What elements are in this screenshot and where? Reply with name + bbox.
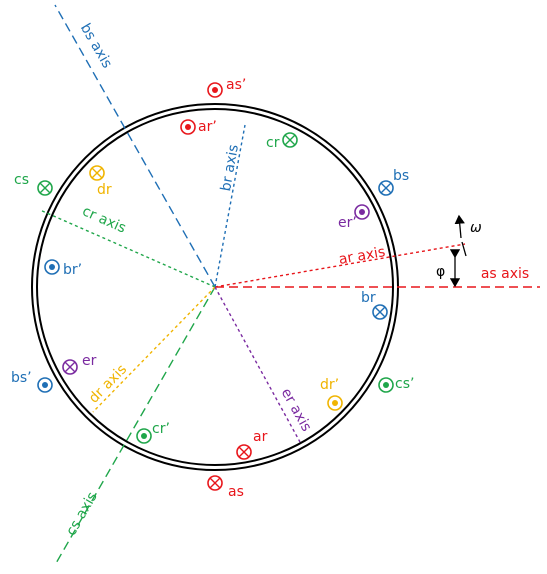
omega-label: ω bbox=[470, 220, 482, 236]
conductor: cs bbox=[14, 172, 53, 196]
conductor-label: as bbox=[228, 484, 244, 500]
conductor-label: as’ bbox=[226, 77, 246, 93]
conductor-cross bbox=[238, 446, 250, 458]
conductor: as bbox=[207, 475, 244, 500]
conductor-label: br’ bbox=[63, 262, 82, 278]
conductor-label: bs bbox=[393, 168, 409, 184]
cs-axis-line bbox=[54, 286, 216, 566]
conductor-label: dr bbox=[97, 182, 112, 198]
rotor-tick bbox=[461, 241, 467, 257]
axis-label: as axis bbox=[481, 266, 529, 282]
axis-label: cs axis bbox=[63, 489, 101, 538]
axis-label: bs axis bbox=[77, 21, 115, 71]
conductor-label: er bbox=[82, 353, 97, 369]
omega-arrow bbox=[454, 214, 465, 239]
conductor: er bbox=[62, 353, 97, 375]
conductor-dot bbox=[359, 209, 365, 215]
conductor-cross bbox=[39, 182, 51, 194]
conductor-label: ar bbox=[253, 429, 268, 445]
conductor-dot bbox=[332, 400, 338, 406]
conductor: bs’ bbox=[11, 370, 53, 393]
conductor-dot bbox=[383, 382, 389, 388]
conductor-label: er’ bbox=[338, 215, 357, 231]
conductor-dot bbox=[185, 124, 191, 130]
conductor-label: bs’ bbox=[11, 370, 32, 386]
conductor-label: ar’ bbox=[198, 119, 217, 135]
conductor-label: cr bbox=[266, 135, 280, 151]
conductor: ar’ bbox=[180, 119, 217, 135]
conductor: bs bbox=[378, 168, 409, 196]
conductor-dot bbox=[42, 382, 48, 388]
conductor: er’ bbox=[338, 204, 370, 231]
axis-label: cr axis bbox=[80, 203, 128, 236]
conductor: cr’ bbox=[136, 421, 170, 444]
ar-axis-line bbox=[214, 243, 466, 288]
conductor-label: dr’ bbox=[320, 377, 339, 393]
conductor-dot bbox=[49, 264, 55, 270]
conductor-label: br bbox=[361, 290, 376, 306]
cr-axis-line bbox=[39, 209, 216, 288]
axis-label: ar axis bbox=[338, 244, 387, 268]
conductor-cross bbox=[91, 167, 103, 179]
conductor: dr’ bbox=[320, 377, 343, 411]
conductor-cross bbox=[284, 134, 296, 146]
bs-axis-line bbox=[54, 4, 216, 288]
conductor: br bbox=[361, 290, 388, 320]
dr-axis-line bbox=[92, 286, 216, 413]
conductor: dr bbox=[89, 165, 112, 198]
conductor-label: cr’ bbox=[152, 421, 170, 437]
conductor-cross bbox=[209, 477, 221, 489]
conductor: ar bbox=[236, 429, 268, 460]
conductor-cross bbox=[380, 182, 392, 194]
axis-lines bbox=[39, 4, 540, 566]
conductor-label: cs’ bbox=[395, 376, 414, 392]
conductor-cross bbox=[374, 306, 386, 318]
conductor-label: cs bbox=[14, 172, 29, 188]
axis-labels: as axis bs axis cs axis ar axis br axis … bbox=[63, 21, 529, 539]
conductor: cs’ bbox=[378, 376, 414, 393]
conductor: as’ bbox=[207, 77, 246, 98]
conductor: cr bbox=[266, 132, 298, 151]
conductor: br’ bbox=[44, 259, 82, 278]
conductor-dot bbox=[141, 433, 147, 439]
phi-label: φ bbox=[436, 264, 445, 280]
conductor-cross bbox=[64, 361, 76, 373]
er-axis-line bbox=[214, 286, 301, 443]
axis-label: br axis bbox=[218, 143, 242, 192]
rotor-ring bbox=[36, 108, 394, 466]
conductor-dot bbox=[212, 87, 218, 93]
